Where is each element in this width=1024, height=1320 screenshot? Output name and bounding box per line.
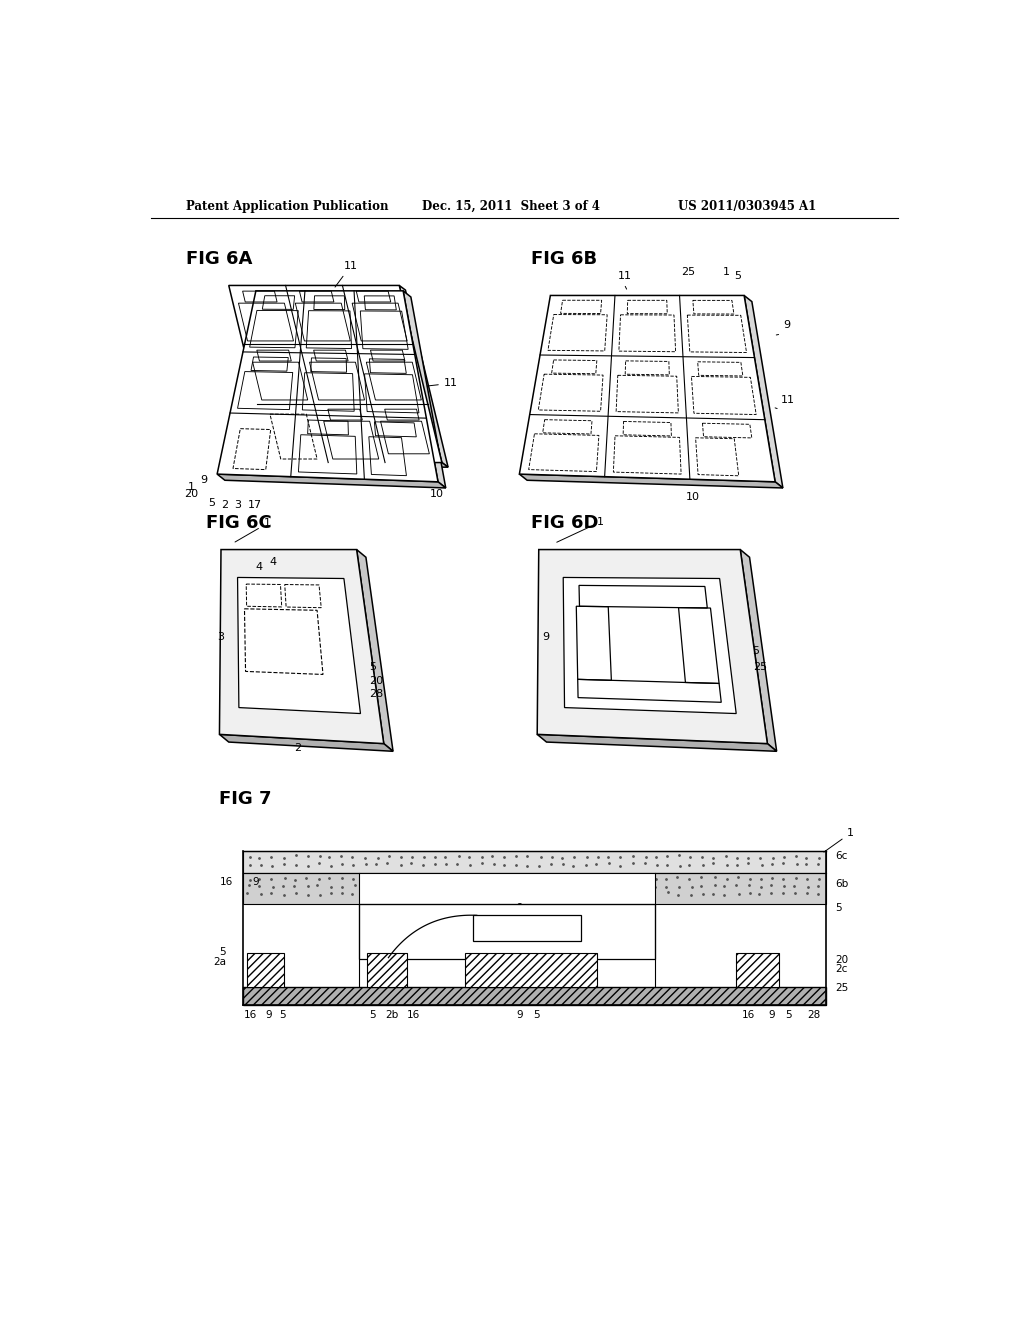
Text: 3: 3 (217, 632, 224, 642)
Polygon shape (740, 549, 776, 751)
Text: 16: 16 (373, 945, 386, 956)
Text: 5: 5 (734, 271, 741, 281)
Text: FIG 7: FIG 7 (219, 789, 272, 808)
Text: 11: 11 (781, 395, 796, 405)
Bar (473, 915, 582, 941)
Text: 5: 5 (280, 1010, 287, 1020)
Text: 1: 1 (236, 519, 270, 543)
Bar (465, 953, 597, 987)
Polygon shape (538, 734, 776, 751)
Bar (736, 953, 779, 987)
Text: 11: 11 (617, 271, 632, 281)
Text: 17: 17 (268, 681, 283, 692)
Text: 16: 16 (407, 1010, 420, 1020)
Text: 9: 9 (265, 1010, 271, 1020)
Bar (367, 953, 407, 987)
Text: 25: 25 (835, 983, 848, 993)
Text: 10: 10 (686, 492, 700, 503)
Bar (359, 873, 655, 904)
Polygon shape (356, 549, 393, 751)
Text: 1: 1 (187, 482, 195, 491)
Text: 20: 20 (835, 956, 848, 965)
Text: 2: 2 (221, 500, 228, 510)
Polygon shape (519, 296, 775, 482)
Text: FIG 6D: FIG 6D (531, 513, 598, 532)
Polygon shape (238, 577, 360, 714)
Text: 16: 16 (586, 920, 598, 931)
Text: 16: 16 (741, 1010, 755, 1020)
Text: 9: 9 (200, 475, 207, 486)
Text: 9: 9 (516, 1010, 522, 1020)
Text: 5: 5 (219, 946, 226, 957)
Text: US 2011/0303945 A1: US 2011/0303945 A1 (678, 199, 816, 213)
Text: 10: 10 (430, 490, 444, 499)
Text: 5: 5 (370, 1010, 376, 1020)
Polygon shape (219, 734, 393, 751)
Text: 4: 4 (256, 561, 263, 572)
Text: 5: 5 (785, 1010, 792, 1020)
Text: 25: 25 (753, 661, 767, 672)
Polygon shape (744, 296, 783, 488)
Polygon shape (399, 285, 449, 467)
Text: 5: 5 (835, 903, 842, 913)
Text: 6b: 6b (835, 879, 848, 888)
Text: 17: 17 (248, 500, 262, 510)
Polygon shape (217, 474, 445, 488)
Text: FIG 6C: FIG 6C (206, 513, 271, 532)
Text: 16: 16 (219, 876, 232, 887)
Text: 4: 4 (419, 927, 425, 937)
Text: Patent Application Publication: Patent Application Publication (186, 199, 389, 213)
Text: 18: 18 (412, 909, 425, 919)
Text: FIG 6A: FIG 6A (186, 249, 253, 268)
Text: 5: 5 (369, 661, 376, 672)
Text: 9: 9 (768, 1010, 774, 1020)
Polygon shape (219, 549, 384, 743)
Text: 9: 9 (543, 632, 550, 642)
Text: FIG 6B: FIG 6B (531, 249, 597, 268)
Polygon shape (217, 290, 438, 482)
Text: 1: 1 (557, 517, 604, 543)
Text: 2b: 2b (385, 1010, 398, 1020)
Text: 5: 5 (753, 647, 760, 656)
Text: 16: 16 (244, 1010, 257, 1020)
Text: 6c: 6c (835, 851, 847, 861)
Text: 28: 28 (807, 1010, 820, 1020)
Polygon shape (228, 285, 442, 462)
Polygon shape (519, 474, 783, 488)
Bar (359, 904, 655, 960)
Polygon shape (403, 290, 445, 488)
Text: 28: 28 (369, 689, 383, 700)
Bar (243, 987, 825, 1006)
Text: 3: 3 (456, 911, 463, 921)
Text: 11: 11 (427, 379, 458, 388)
Text: 11: 11 (335, 261, 357, 286)
Text: 1: 1 (824, 828, 854, 853)
Bar (243, 873, 825, 904)
Text: 5: 5 (534, 1010, 540, 1020)
Text: Dec. 15, 2011  Sheet 3 of 4: Dec. 15, 2011 Sheet 3 of 4 (423, 199, 600, 213)
Bar (247, 953, 284, 987)
Text: 6a: 6a (515, 903, 528, 913)
Text: 2c: 2c (835, 965, 847, 974)
Text: 3: 3 (234, 500, 242, 510)
Text: 2a: 2a (213, 957, 226, 968)
Polygon shape (563, 577, 736, 714)
Text: 9: 9 (332, 626, 339, 635)
Text: 1: 1 (723, 268, 730, 277)
Polygon shape (538, 549, 767, 743)
Text: 25: 25 (681, 268, 695, 277)
Text: 20: 20 (184, 490, 199, 499)
Text: 9: 9 (783, 319, 790, 330)
Text: 5: 5 (208, 499, 215, 508)
Polygon shape (271, 462, 449, 467)
Text: 2: 2 (294, 743, 301, 754)
Bar (243, 851, 825, 873)
Text: 9: 9 (252, 876, 259, 887)
Text: 4: 4 (269, 557, 276, 568)
Text: 20: 20 (369, 676, 383, 685)
